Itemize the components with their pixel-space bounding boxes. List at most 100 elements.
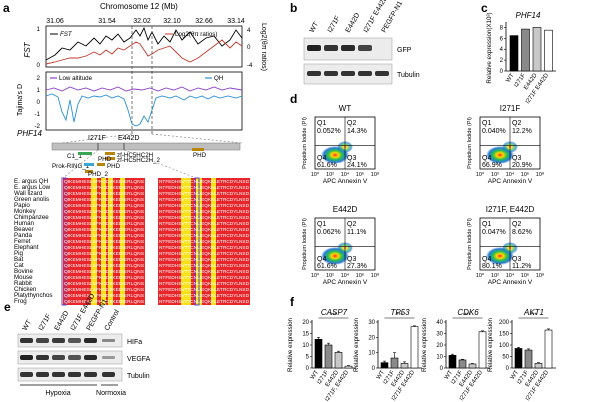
band-hifa: [102, 339, 115, 342]
chart-c-ylabel: Relative expression(X10³): [486, 12, 493, 83]
alignment-right-row: NTFEDHSVTTCNLIEQKKLETRCDYLNSD: [159, 287, 250, 292]
chart-c-bars: [509, 27, 553, 72]
band-tubulin-e: [52, 372, 65, 377]
domain-label-zf1: zf-HC5HC2H: [117, 152, 153, 159]
chart-c-title: PHF14: [516, 11, 541, 20]
tajima-tick: -1: [34, 111, 40, 118]
species-label: Monkey: [14, 208, 37, 215]
species-label: Frog: [14, 298, 27, 305]
flow-xtick: 10²: [326, 273, 334, 279]
flow-xlabel: APC Annexin V: [323, 279, 368, 286]
flow-xtick: 10⁰: [311, 171, 320, 178]
flow-xtick: 10²: [491, 172, 499, 178]
chrom-tick: 31.54: [98, 18, 116, 25]
quadrant-label: Q1: [317, 221, 326, 228]
alignment-left-row: QIKEMHESLSFKGDIIKEDIERLQNS: [64, 263, 144, 268]
panel-e: WT I271F E442D I271F E442D PEGFP-N1 Cont…: [17, 293, 151, 397]
f-chart-bar: [324, 344, 333, 369]
alignment-left-row: QIKEMHESLSFKGDIIKEDIERLQNS: [64, 287, 144, 292]
alignment-left-rows: QIKEMHESLSFKGDIIKEDIERLQNSQIKEMHESLSFKGD…: [64, 179, 144, 304]
flow-ylabel: Propidium Iodide (PI): [467, 218, 473, 270]
alignment-right-row: NTFEDHSVTTCNLIEQKKLETRCDYLNSD: [159, 233, 250, 238]
lane-label-b: I271F: [327, 15, 342, 34]
alignment-right-highlight-3: [211, 178, 216, 305]
flow-xtick: 10⁶: [356, 171, 364, 178]
band-tubulin: [375, 71, 389, 76]
alignment-right-bg: [158, 178, 250, 305]
mutation-i271f: I271F: [88, 135, 106, 142]
flow-xtick: 10⁰: [476, 272, 485, 279]
lane-label-e: E442D: [54, 310, 71, 332]
f-chart-ytick-label: 10: [302, 343, 309, 349]
tajima-tick: 1: [37, 87, 41, 94]
alignment-left-row: QIKEMHESLSFKGDIIKEDIERLQNS: [64, 269, 144, 274]
panel-a: Chromosome 12 (Mb) 31.06 31.54 32.02 32.…: [14, 2, 267, 306]
chart-c-ytick-label: 0: [500, 69, 504, 75]
quadrant-label: Q3: [347, 256, 356, 263]
blot-label-tubulin-b: Tubulin: [397, 72, 420, 79]
quadrant-label: 0.040%: [482, 128, 506, 135]
f-chart-significance: ***: [396, 313, 404, 319]
quadrant-label: Q4: [317, 155, 326, 162]
alignment-right: NTFEDHSVTTCNLIEQKKLETRCDYLNSDNTFEDHSVTTC…: [158, 177, 250, 306]
band-hifa: [68, 338, 81, 343]
alignment-right-row: NTFEDHSVTTCNLIEQKKLETRCDYLNSD: [159, 209, 250, 214]
band-tubulin-e: [84, 372, 97, 377]
chart-c-ytick-label: 4: [500, 47, 504, 53]
blot-label-tubulin-e: Tubulin: [127, 373, 150, 380]
tajima-plot-frame: [45, 71, 243, 131]
band-vegfa: [102, 356, 115, 359]
band-tubulin: [324, 71, 338, 76]
alignment-left-row: QIKEMHESLSFKGDIIKEDIERLQNS: [64, 275, 144, 280]
alignment-right-row: NTFEDHSVTTCNLIEQKKLETRCDYLNSD: [159, 203, 250, 208]
chromosome-title: Chromosome 12 (Mb): [100, 2, 178, 11]
f-chart-bar: [468, 363, 477, 369]
alignment-right-mutation-box: [194, 177, 200, 306]
blot-label-hifa: HIFa: [127, 339, 142, 346]
chart-c-ytick-label: 8: [500, 25, 504, 31]
alignment-left-row: QIKEMHESLSFKGDIIKEDIERLQNS: [64, 203, 144, 208]
alignment-right-rows: NTFEDHSVTTCNLIEQKKLETRCDYLNSDNTFEDHSVTTC…: [159, 179, 250, 304]
tajima-axis-label: Tajima's D: [17, 84, 24, 116]
flow-xtick: 10⁴: [341, 272, 350, 279]
f-chart-ytick-label: 20: [302, 320, 309, 326]
flow-xtick: 10²: [326, 172, 334, 178]
quadrant-label: 11.2%: [512, 263, 531, 270]
species-label: Human: [14, 220, 35, 227]
alignment-right-row: NTFEDHSVTTCNLIEQKKLETRCDYLNSD: [159, 197, 250, 202]
band-hifa: [84, 338, 97, 343]
f-chart-ytick-label: 0: [506, 366, 510, 372]
panel-letter-a: a: [3, 1, 10, 15]
alignment-left-row: QIKEMHESLSFKGDIIKEDIERLQNS: [64, 179, 144, 184]
flow-xlabel: APC Annexin V: [323, 178, 368, 185]
flow-plot-title: I271F: [500, 104, 521, 113]
chrom-tick: 33.14: [227, 18, 245, 25]
quadrant-label: Q3: [512, 155, 521, 162]
log-tick: -4: [247, 62, 253, 69]
flow-xtick: 10⁸: [371, 272, 379, 279]
species-label: Mouse: [14, 274, 33, 281]
gene-bar: [51, 142, 241, 151]
alignment-left-highlight-2: [101, 178, 106, 305]
flow-xtick: 10⁴: [506, 272, 515, 279]
panel-letter-d: d: [290, 92, 297, 106]
domain-label-prok: Prok-RING_1: [52, 163, 90, 170]
quadrant-label: 66.9%: [482, 162, 502, 169]
species-label: Rabbit: [14, 280, 32, 287]
flow-xlabel: APC Annexin V: [488, 178, 533, 185]
quadrant-label: 24.1%: [347, 162, 367, 169]
species-label: E. argus Low: [14, 184, 51, 191]
species-label: Chimpanzee: [14, 214, 49, 221]
flow-xtick: 10⁶: [521, 272, 529, 279]
f-chart-ylabel: Relative expression: [287, 317, 294, 372]
f-chart-ytick-label: 20: [436, 343, 443, 349]
domain-label-phd-b: PHD: [107, 163, 121, 170]
f-chart-significance: ***: [464, 313, 472, 319]
alignment-right-row: NTFEDHSVTTCNLIEQKKLETRCDYLNSD: [159, 221, 250, 226]
f-chart-ytick-label: 10: [368, 351, 375, 357]
